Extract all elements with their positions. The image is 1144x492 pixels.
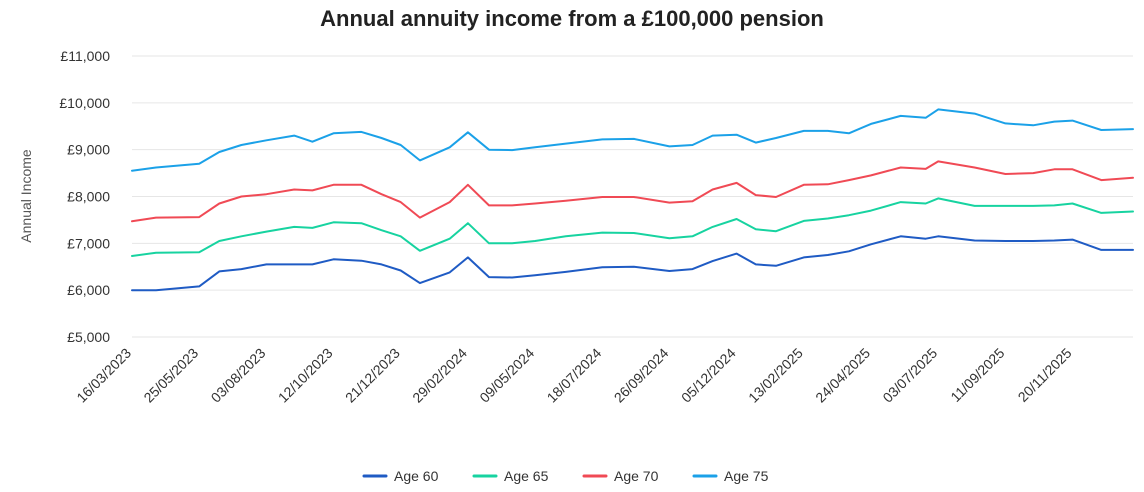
y-tick-label: £8,000 — [67, 189, 110, 205]
y-axis-ticks: £5,000 £6,000 £7,000 £8,000 £9,000 £10,000 £11… — [59, 48, 110, 345]
x-axis-ticks: 16/03/2023 25/05/2023 03/08/2023 12/10/2023… — [73, 345, 1075, 406]
x-tick-label: 09/05/2024 — [476, 345, 537, 406]
series-line-age-65 — [131, 197, 1134, 257]
x-tick-label: 12/10/2023 — [275, 345, 336, 406]
y-axis-label: Annual Income — [18, 149, 34, 243]
y-tick-label: £6,000 — [67, 282, 110, 298]
x-tick-label: 05/12/2024 — [678, 345, 739, 406]
x-tick-label: 13/02/2025 — [745, 345, 806, 406]
series-line-age-60 — [131, 235, 1134, 292]
x-tick-label: 03/08/2023 — [208, 345, 269, 406]
y-tick-label: £7,000 — [67, 235, 110, 251]
legend-label: Age 60 — [394, 468, 439, 484]
legend: Age 60 Age 65 Age 70 Age 75 — [362, 468, 769, 484]
legend-label: Age 70 — [614, 468, 659, 484]
x-tick-label: 20/11/2025 — [1015, 345, 1075, 405]
y-tick-label: £10,000 — [59, 95, 110, 111]
x-tick-label: 18/07/2024 — [544, 345, 605, 406]
y-tick-label: £11,000 — [60, 48, 110, 64]
legend-item[interactable]: Age 60 — [362, 468, 439, 484]
series-line-age-70 — [131, 160, 1134, 223]
x-tick-label: 25/05/2023 — [140, 345, 201, 406]
x-tick-label: 26/09/2024 — [611, 345, 672, 406]
y-tick-label: £5,000 — [67, 329, 110, 345]
legend-label: Age 65 — [504, 468, 549, 484]
x-tick-label: 16/03/2023 — [73, 345, 134, 406]
series-lines — [131, 108, 1134, 292]
x-tick-label: 24/04/2025 — [812, 345, 873, 406]
legend-item[interactable]: Age 65 — [472, 468, 549, 484]
x-tick-label: 03/07/2025 — [879, 345, 940, 406]
legend-item[interactable]: Age 70 — [582, 468, 659, 484]
x-tick-label: 21/12/2023 — [342, 345, 403, 406]
grid-lines — [132, 55, 1133, 338]
x-tick-label: 11/09/2025 — [947, 345, 1007, 405]
y-tick-label: £9,000 — [67, 142, 110, 158]
legend-label: Age 75 — [724, 468, 769, 484]
x-tick-label: 29/02/2024 — [409, 345, 470, 406]
chart-title: Annual annuity income from a £100,000 pe… — [320, 6, 824, 31]
legend-item[interactable]: Age 75 — [692, 468, 769, 484]
series-line-age-75 — [131, 108, 1134, 172]
